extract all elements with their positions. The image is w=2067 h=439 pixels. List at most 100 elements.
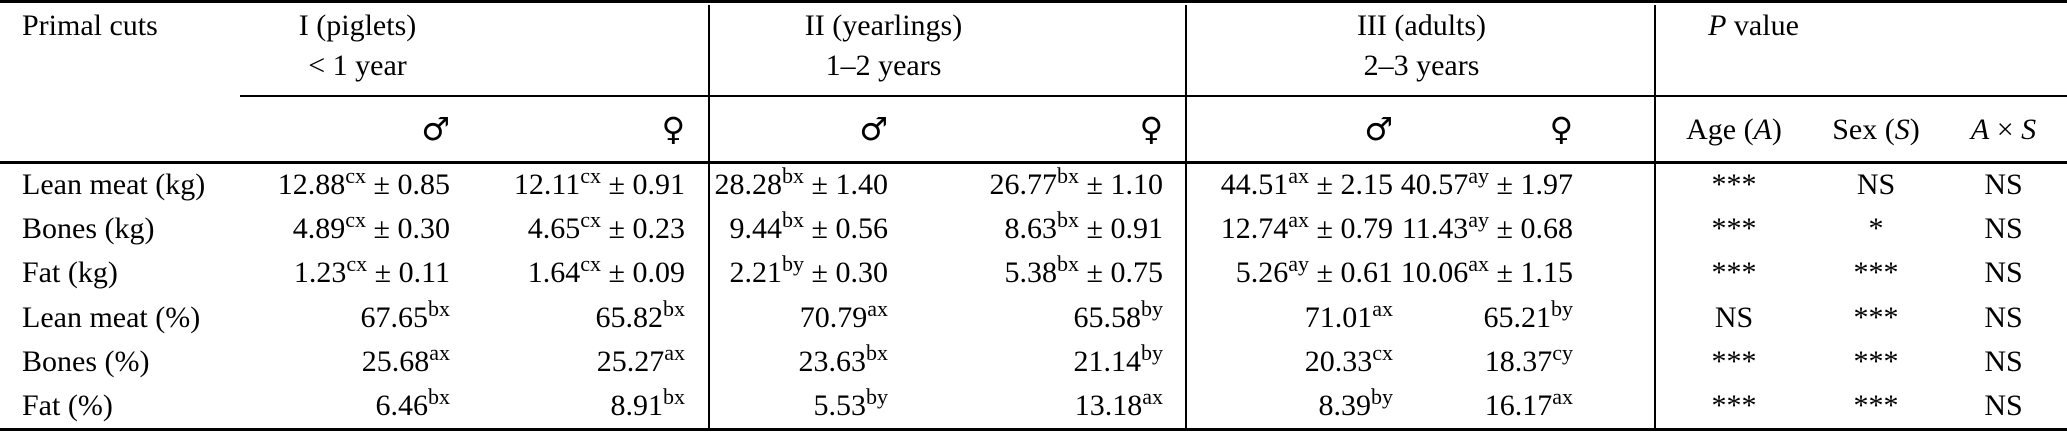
p-value-cell: NS <box>1856 168 1896 201</box>
value-cell: 12.74ax ± 0.79 <box>1187 207 1398 251</box>
value-number: 5.26 <box>1235 256 1289 290</box>
significance-superscript: by <box>1141 339 1163 365</box>
value-number: 65.58 <box>1073 300 1142 334</box>
p-value-cell: *** <box>1711 212 1757 246</box>
significance-superscript: cx <box>580 251 602 277</box>
pheader-age: Age (A) <box>1686 113 1782 146</box>
value-cell: 25.27ax <box>455 340 710 384</box>
value-number: 2.21 <box>729 256 783 290</box>
value-cell: 21.14by <box>893 340 1187 384</box>
significance-superscript: by <box>782 251 805 277</box>
value-number: 26.77 <box>989 168 1058 201</box>
value-number: 10.06 <box>1400 256 1469 290</box>
group-sublabel: < 1 year <box>308 49 407 82</box>
group-header-yearlings: II (yearlings) 1–2 years <box>710 0 1187 97</box>
value-cell: 65.58by <box>893 296 1187 340</box>
value-number: 65.82 <box>595 300 664 334</box>
standard-error: ± 0.79 <box>1309 212 1393 246</box>
divider-group3-pvalue <box>1654 5 1656 428</box>
value-number: 8.63 <box>1004 212 1058 246</box>
male-symbol: ♂ <box>421 110 450 148</box>
value-cell: 23.63bx <box>710 340 893 384</box>
p-value-cell: NS <box>1984 388 2023 422</box>
value-cell: 5.53by <box>710 384 893 428</box>
significance-superscript: cx <box>345 163 367 188</box>
value-cell: 1.23cx ± 0.11 <box>195 251 455 295</box>
pvalue-label: P value <box>1708 9 1799 42</box>
group-header-adults: III (adults) 2–3 years <box>1187 0 1656 97</box>
row-label: Fat (kg) <box>22 256 118 290</box>
p-value-cell: NS <box>1984 344 2023 378</box>
p-value-cell: *** <box>1711 344 1757 378</box>
standard-error: ± 0.30 <box>804 256 888 290</box>
standard-error: ± 1.40 <box>804 168 888 201</box>
value-cell: 10.06ax ± 1.15 <box>1398 251 1656 295</box>
value-number: 65.21 <box>1483 300 1552 334</box>
significance-superscript: bx <box>1057 207 1080 233</box>
group-header-piglets: I (piglets) < 1 year <box>195 0 710 97</box>
value-cell: 9.44bx ± 0.56 <box>710 207 893 251</box>
significance-superscript: ax <box>1142 383 1163 409</box>
value-number: 12.74 <box>1220 212 1289 246</box>
standard-error: ± 0.30 <box>366 212 450 246</box>
value-cell: 4.89cx ± 0.30 <box>195 207 455 251</box>
significance-superscript: ax <box>1288 163 1310 188</box>
value-number: 1.23 <box>293 256 347 290</box>
value-number: 20.33 <box>1304 344 1373 378</box>
value-cell: 8.91bx <box>455 384 710 428</box>
value-number: 25.68 <box>361 344 430 378</box>
value-cell: 5.38bx ± 0.75 <box>893 251 1187 295</box>
standard-error: ± 0.85 <box>366 168 450 201</box>
p-value-cell: NS <box>1984 256 2023 290</box>
standard-error: ± 1.15 <box>1489 256 1573 290</box>
value-number: 40.57 <box>1400 168 1469 201</box>
value-cell: 71.01ax <box>1187 296 1398 340</box>
value-cell: 16.17ax <box>1398 384 1656 428</box>
p-value-cell: *** <box>1853 300 1899 334</box>
value-number: 28.28 <box>714 168 783 201</box>
significance-superscript: ax <box>1288 207 1310 233</box>
divider-group2-group3 <box>1185 5 1187 428</box>
p-value-cell: NS <box>1714 300 1754 334</box>
pheader-axs: A × S <box>1970 113 2037 146</box>
value-cell: 6.46bx <box>195 384 455 428</box>
value-number: 12.11 <box>513 168 581 201</box>
significance-superscript: bx <box>782 207 805 233</box>
group-sublabel: 2–3 years <box>1363 49 1480 82</box>
row-label: Lean meat (%) <box>22 300 201 334</box>
header-bottom-rule <box>0 161 2067 164</box>
significance-superscript: bx <box>1057 163 1080 188</box>
p-value-cell: *** <box>1853 344 1899 378</box>
significance-superscript: ax <box>429 339 450 365</box>
standard-error: ± 0.68 <box>1489 212 1573 246</box>
value-cell: 70.79ax <box>710 296 893 340</box>
standard-error: ± 0.75 <box>1079 256 1163 290</box>
significance-superscript: ax <box>867 295 888 321</box>
p-value-cell: *** <box>1711 388 1757 422</box>
value-number: 67.65 <box>360 300 429 334</box>
standard-error: ± 0.91 <box>601 168 685 201</box>
row-label: Lean meat (kg) <box>22 168 206 201</box>
value-number: 4.65 <box>527 212 581 246</box>
p-value-cell: *** <box>1711 256 1757 290</box>
value-cell: 5.26ay ± 0.61 <box>1187 251 1398 295</box>
value-number: 71.01 <box>1304 300 1373 334</box>
female-symbol: ♀ <box>1549 110 1573 148</box>
significance-superscript: ay <box>1468 163 1490 188</box>
significance-superscript: cy <box>1552 339 1573 365</box>
value-cell: 13.18ax <box>893 384 1187 428</box>
row-label: Fat (%) <box>22 388 113 422</box>
value-number: 44.51 <box>1220 168 1289 201</box>
group-label: I (piglets) <box>298 9 417 42</box>
significance-superscript: cx <box>346 251 368 277</box>
value-cell: 12.88cx ± 0.85 <box>195 163 455 207</box>
pvalue-header: P value <box>1656 0 2067 97</box>
male-symbol: ♂ <box>859 110 888 148</box>
value-number: 11.43 <box>1401 212 1469 246</box>
value-cell: 40.57ay ± 1.97 <box>1398 163 1656 207</box>
standard-error: ± 1.10 <box>1079 168 1163 201</box>
value-cell: 18.37cy <box>1398 340 1656 384</box>
value-number: 8.39 <box>1318 388 1372 422</box>
table-grid: Primal cuts I (piglets) < 1 year II (yea… <box>22 0 2067 428</box>
